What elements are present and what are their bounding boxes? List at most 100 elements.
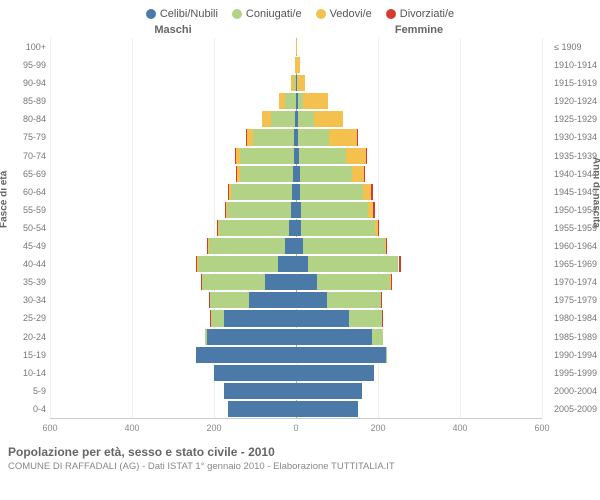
legend-label: Coniugati/e	[246, 8, 302, 20]
age-row: 75-791930-1934	[50, 128, 542, 146]
bar-segment-cel	[224, 310, 296, 326]
age-label: 65-69	[0, 165, 50, 183]
female-bar	[296, 201, 542, 219]
age-row: 55-591950-1954	[50, 201, 542, 219]
bar-segment-cel	[278, 256, 296, 272]
age-label: 5-9	[0, 382, 50, 400]
male-bar	[50, 309, 296, 327]
age-label: 30-34	[0, 291, 50, 309]
female-bar	[296, 38, 542, 56]
legend-swatch	[232, 9, 242, 19]
age-label: 60-64	[0, 183, 50, 201]
birth-year-label: 1930-1934	[550, 128, 600, 146]
age-row: 65-691940-1944	[50, 165, 542, 183]
age-row: 15-191990-1994	[50, 346, 542, 364]
bar-segment-div	[196, 256, 197, 272]
age-label: 45-49	[0, 237, 50, 255]
bar-segment-div	[201, 274, 202, 290]
male-bar	[50, 92, 296, 110]
bar-segment-ved	[329, 129, 357, 145]
birth-year-label: ≤ 1909	[550, 38, 600, 56]
bar-segment-ved	[235, 148, 240, 164]
male-bar	[50, 74, 296, 92]
bar-segment-div	[228, 184, 229, 200]
age-row: 85-891920-1924	[50, 92, 542, 110]
birth-year-label: 1985-1989	[550, 328, 600, 346]
age-label: 35-39	[0, 273, 50, 291]
bar-segment-cel	[249, 292, 296, 308]
age-label: 75-79	[0, 128, 50, 146]
age-label: 0-4	[0, 400, 50, 418]
bar-segment-con	[349, 310, 382, 326]
female-bar	[296, 183, 542, 201]
male-bar	[50, 273, 296, 291]
bar-segment-con	[301, 220, 375, 236]
bar-segment-con	[301, 202, 369, 218]
age-label: 95-99	[0, 56, 50, 74]
bar-segment-con	[317, 274, 391, 290]
footer: Popolazione per età, sesso e stato civil…	[0, 439, 600, 472]
bar-segment-div	[207, 238, 208, 254]
bar-segment-div	[217, 220, 218, 236]
birth-year-label: 1975-1979	[550, 291, 600, 309]
age-label: 50-54	[0, 219, 50, 237]
age-label: 70-74	[0, 147, 50, 165]
bar-segment-ved	[296, 39, 297, 55]
bar-segment-con	[205, 329, 207, 345]
birth-year-label: 2005-2009	[550, 400, 600, 418]
bar-segment-con	[298, 129, 329, 145]
bar-segment-cel	[296, 310, 349, 326]
bar-segment-ved	[218, 220, 219, 236]
bar-segment-con	[253, 129, 294, 145]
bar-segment-cel	[296, 292, 327, 308]
female-bar	[296, 56, 542, 74]
population-pyramid-chart: Celibi/NubiliConiugati/eVedovi/eDivorzia…	[0, 0, 600, 500]
age-row: 60-641945-1949	[50, 183, 542, 201]
age-label: 85-89	[0, 92, 50, 110]
bar-segment-div	[235, 148, 236, 164]
bar-segment-ved	[279, 93, 285, 109]
chart-subtitle: COMUNE DI RAFFADALI (AG) - Dati ISTAT 1°…	[8, 461, 592, 472]
age-label: 15-19	[0, 346, 50, 364]
bar-segment-ved	[229, 184, 231, 200]
x-tick: 600	[534, 423, 549, 433]
bar-segment-con	[285, 93, 295, 109]
bar-segment-con	[300, 166, 352, 182]
age-row: 50-541955-1959	[50, 219, 542, 237]
bar-segment-cel	[296, 329, 372, 345]
age-row: 5-92000-2004	[50, 382, 542, 400]
bar-segment-cel	[228, 401, 296, 417]
bar-segment-cel	[196, 347, 296, 363]
male-bar	[50, 165, 296, 183]
male-bar	[50, 147, 296, 165]
age-row: 80-841925-1929	[50, 110, 542, 128]
female-header: Femmine	[296, 24, 542, 36]
bar-segment-con	[227, 202, 291, 218]
female-bar	[296, 273, 542, 291]
bar-segment-con	[303, 238, 385, 254]
male-bar	[50, 183, 296, 201]
male-bar	[50, 56, 296, 74]
bar-segment-cel	[296, 347, 386, 363]
birth-year-label: 1915-1919	[550, 74, 600, 92]
x-tick: 400	[452, 423, 467, 433]
x-tick: 600	[42, 423, 57, 433]
bar-segment-ved	[363, 184, 371, 200]
age-row: 35-391970-1974	[50, 273, 542, 291]
bar-segment-cel	[296, 383, 362, 399]
bar-segment-div	[378, 220, 379, 236]
birth-year-label: 1925-1929	[550, 110, 600, 128]
bar-segment-div	[366, 148, 367, 164]
bar-segment-cel	[285, 238, 296, 254]
age-row: 100+≤ 1909	[50, 38, 542, 56]
age-label: 90-94	[0, 74, 50, 92]
bar-segment-div	[391, 274, 392, 290]
bar-segment-div	[381, 292, 382, 308]
bar-segment-cel	[224, 383, 296, 399]
bar-segment-con	[210, 292, 249, 308]
age-label: 25-29	[0, 309, 50, 327]
birth-year-label: 1970-1974	[550, 273, 600, 291]
birth-year-label: 1980-1984	[550, 309, 600, 327]
legend-item: Divorziati/e	[386, 8, 454, 20]
bar-segment-ved	[237, 166, 240, 182]
